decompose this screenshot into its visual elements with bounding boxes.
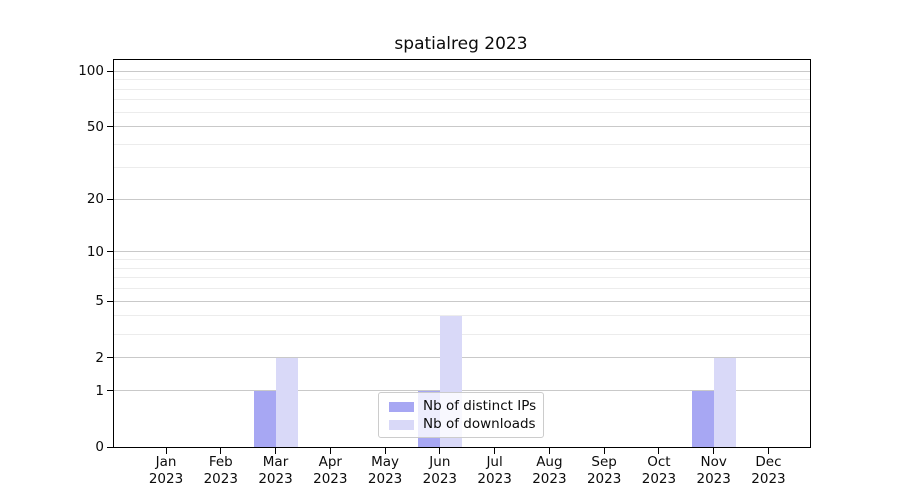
y-axis-tick xyxy=(107,390,113,392)
grid-line-minor xyxy=(114,99,810,101)
x-axis-tick-label: Jul 2023 xyxy=(455,454,535,487)
year-label: 2023 xyxy=(313,470,348,487)
x-axis-tick xyxy=(439,448,441,454)
x-axis-tick-label: Mar 2023 xyxy=(236,454,316,487)
legend-label-distinct-ips: Nb of distinct IPs xyxy=(423,398,537,414)
x-axis-tick-label: Oct 2023 xyxy=(619,454,699,487)
grid-line-minor xyxy=(114,315,810,317)
year-label: 2023 xyxy=(203,470,238,487)
x-axis-tick-label: Nov 2023 xyxy=(674,454,754,487)
x-axis-tick xyxy=(548,448,550,454)
grid-line-minor xyxy=(114,288,810,290)
y-axis-tick-label: 0 xyxy=(95,439,104,455)
x-axis-tick-label: Feb 2023 xyxy=(181,454,261,487)
grid-line-major xyxy=(114,357,810,359)
x-axis-tick xyxy=(384,448,386,454)
month-label: Feb xyxy=(208,454,233,470)
x-axis-tick xyxy=(767,448,769,454)
y-axis-tick-label: 1 xyxy=(95,382,104,399)
x-axis-tick xyxy=(713,448,715,454)
grid-line-major xyxy=(114,300,810,302)
legend: Nb of distinct IPs Nb of downloads xyxy=(378,392,544,438)
year-label: 2023 xyxy=(367,470,403,487)
grid-line-minor xyxy=(114,88,810,90)
grid-line-minor xyxy=(114,277,810,279)
month-label: Sep xyxy=(591,454,617,470)
y-axis-tick-label: 10 xyxy=(86,243,104,260)
x-axis-tick-label: Sep 2023 xyxy=(564,454,644,487)
bar-downloads xyxy=(275,357,298,447)
bar-distinct-ips xyxy=(691,390,714,447)
year-label: 2023 xyxy=(422,470,458,487)
month-label: Jan xyxy=(155,454,177,470)
grid-line-major xyxy=(114,126,810,128)
month-label: May xyxy=(371,454,400,470)
x-axis-tick xyxy=(220,448,222,454)
year-label: 2023 xyxy=(641,470,677,487)
grid-line-major xyxy=(114,198,810,200)
legend-swatch-distinct-ips-icon xyxy=(389,401,414,412)
year-label: 2023 xyxy=(258,470,293,487)
legend-item-downloads: Nb of downloads xyxy=(389,416,536,433)
grid-line-minor xyxy=(114,333,810,335)
month-label: Aug xyxy=(536,454,563,470)
x-axis-tick xyxy=(329,448,331,454)
y-axis-tick xyxy=(107,446,113,448)
x-axis-tick xyxy=(603,448,605,454)
grid-line-minor xyxy=(114,111,810,113)
x-axis-tick-label: Dec 2023 xyxy=(728,454,808,487)
grid-line-major xyxy=(114,390,810,392)
y-axis-tick-label: 2 xyxy=(95,349,104,366)
year-label: 2023 xyxy=(477,470,512,487)
y-axis-tick-label: 5 xyxy=(95,293,104,310)
legend-label-downloads: Nb of downloads xyxy=(423,416,536,432)
y-axis-tick xyxy=(107,251,113,253)
x-axis-tick xyxy=(275,448,277,454)
bar-downloads xyxy=(713,357,736,447)
bar-distinct-ips xyxy=(253,390,276,447)
year-label: 2023 xyxy=(696,470,731,487)
year-label: 2023 xyxy=(532,470,567,487)
grid-line-major xyxy=(114,251,810,253)
chart-title: spatialreg 2023 xyxy=(394,34,528,54)
legend-swatch-downloads-icon xyxy=(389,419,414,430)
grid-line-minor xyxy=(114,259,810,261)
month-label: Jul xyxy=(486,454,503,470)
y-axis-tick xyxy=(107,198,113,200)
month-label: Oct xyxy=(647,454,671,470)
plot-area: Nb of distinct IPs Nb of downloads 0 1 2 5 1… xyxy=(78,59,811,487)
month-label: Nov xyxy=(700,454,727,470)
y-axis-tick-label: 50 xyxy=(86,118,104,135)
month-label: Jun xyxy=(429,454,451,470)
legend-item-distinct-ips: Nb of distinct IPs xyxy=(389,398,537,415)
x-axis-tick xyxy=(165,448,167,454)
y-axis-tick-label: 100 xyxy=(78,63,104,80)
x-axis-tick-label: Apr 2023 xyxy=(290,454,370,487)
x-axis-tick-label: Jun 2023 xyxy=(400,454,480,487)
year-label: 2023 xyxy=(148,470,184,487)
x-axis-tick-label: May 2023 xyxy=(345,454,425,487)
y-axis-tick xyxy=(107,357,113,359)
x-axis-tick xyxy=(494,448,496,454)
y-axis-tick xyxy=(107,300,113,302)
grid-line-minor xyxy=(114,267,810,269)
grid-line-minor xyxy=(114,79,810,81)
x-axis-tick-label: Aug 2023 xyxy=(509,454,589,487)
x-axis-tick-label: Jan 2023 xyxy=(126,454,206,487)
month-label: Mar xyxy=(262,454,289,470)
grid-line-major xyxy=(114,70,810,72)
year-label: 2023 xyxy=(751,470,786,487)
month-label: Apr xyxy=(318,454,342,470)
year-label: 2023 xyxy=(586,470,622,487)
x-axis-tick xyxy=(658,448,660,454)
y-axis-tick xyxy=(107,70,113,72)
grid-line-minor xyxy=(114,166,810,168)
month-label: Dec xyxy=(755,454,782,470)
grid-line-minor xyxy=(114,144,810,146)
y-axis-tick-label: 20 xyxy=(86,191,104,208)
y-axis-tick xyxy=(107,126,113,128)
